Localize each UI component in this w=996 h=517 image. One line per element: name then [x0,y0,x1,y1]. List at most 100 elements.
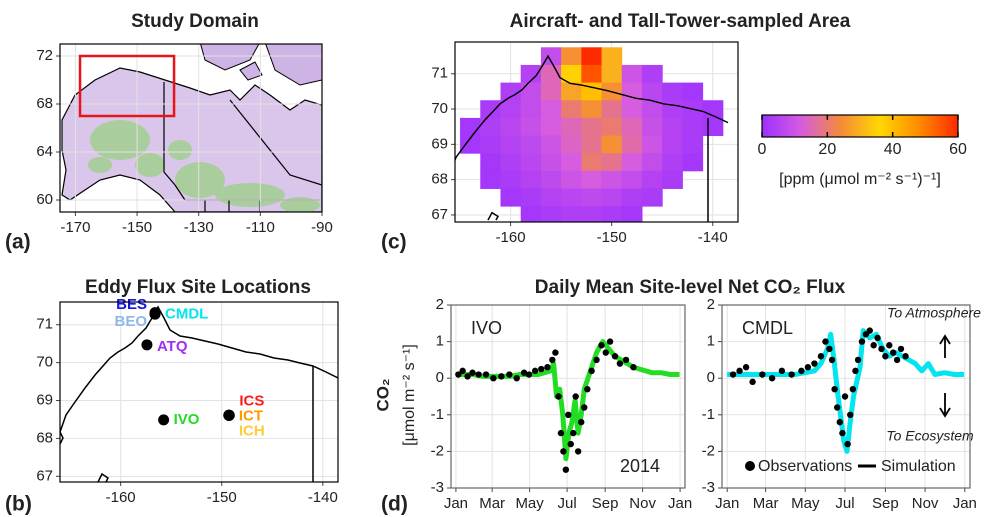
heat-cell [561,153,582,171]
heat-cell [581,171,602,189]
panel-title: Study Domain [131,11,259,32]
annotation: To Ecosystem [886,428,974,444]
heat-cell [581,47,602,65]
y-tick-label: 71 [431,65,448,82]
heat-cell [480,118,501,136]
observation-point [788,371,794,377]
figure: (a) (c) (b) (d) Study Domain Aircraft- a… [0,0,996,517]
heat-cell [662,118,683,136]
observation-point [736,368,742,374]
observation-point [581,404,587,410]
observation-point [886,342,892,348]
heat-cell [622,118,643,136]
observation-point [475,371,481,377]
observation-point [607,338,613,344]
observation-point [811,360,817,366]
heat-cell [500,118,521,136]
observation-point [759,371,765,377]
observation-point [902,353,908,359]
observation-point [834,404,840,410]
legend-label: Simulation [881,458,956,475]
y-axis-label: CO₂ [373,378,392,411]
panel-title: Eddy Flux Site Locations [85,277,311,298]
observation-point [593,357,599,363]
heat-cell [581,118,602,136]
site-name: IVO [471,318,502,338]
y-tick-label: -2 [431,442,444,459]
observation-point [469,370,475,376]
heat-cell [642,188,663,206]
heat-cell [622,153,643,171]
heat-cell [581,100,602,118]
heat-cell [682,136,703,154]
y-tick-label: 68 [36,429,53,446]
observation-point [826,346,832,352]
observation-point [568,441,574,447]
heat-cell [662,136,683,154]
colorbar-tick-label: 60 [949,141,967,158]
x-tick-label: May [791,495,820,512]
x-tick-label: -160 [106,489,136,506]
site-label: ATQ [157,338,188,355]
heat-cell [521,100,542,118]
site-label: BEO [115,313,148,330]
y-axis-units: [μmol m⁻² s⁻¹] [401,344,418,446]
heat-cell [622,188,643,206]
heat-cell [662,153,683,171]
observation-point [623,357,629,363]
observation-point [558,430,564,436]
heat-cell [480,171,501,189]
x-tick-label: Jan [668,495,692,512]
y-tick-label: 0 [707,369,715,386]
observation-point [874,335,880,341]
observation-point [598,342,604,348]
heat-cell [622,83,643,101]
heat-cell [703,118,724,136]
heat-cell [682,83,703,101]
colorbar-tick-label: 20 [818,141,836,158]
observation-point [588,368,594,374]
heat-cell [500,153,521,171]
observation-point [859,338,865,344]
observation-point [552,349,558,355]
heat-cell [682,153,703,171]
observation-point [532,368,538,374]
x-tick-label: Jan [444,495,468,512]
x-tick-label: Sep [872,495,899,512]
heat-cell [561,136,582,154]
site-marker [158,414,169,425]
y-tick-label: 60 [36,191,53,208]
heat-cell [521,83,542,101]
heat-cell [480,100,501,118]
y-tick-label: 0 [436,369,444,386]
observation-point [837,419,843,425]
y-tick-label: 2 [436,296,444,313]
observation-point [847,412,853,418]
panel-label: (d) [381,493,408,516]
heat-cell [500,188,521,206]
observation-point [831,386,837,392]
panel-title: Aircraft- and Tall-Tower-sampled Area [510,11,851,32]
heat-cell [541,118,562,136]
heat-cell [581,136,602,154]
x-tick-label: May [515,495,544,512]
observation-point [749,379,755,385]
heat-cell [622,65,643,83]
panel-title: Daily Mean Site-level Net CO₂ Flux [535,277,846,298]
heat-cell [521,118,542,136]
panel-label: (b) [5,493,32,516]
colorbar-label: [ppm (μmol m⁻² s⁻¹)⁻¹] [779,171,941,188]
x-tick-label: -140 [308,489,338,506]
heat-cell [541,188,562,206]
x-tick-label: -150 [207,489,237,506]
heat-cell [561,47,582,65]
observation-point [867,327,873,333]
y-tick-label: 68 [36,95,53,112]
x-tick-label: Nov [912,495,939,512]
x-tick-label: -130 [184,219,214,236]
heat-cell [561,100,582,118]
observation-point [538,366,544,372]
x-tick-label: Jul [557,495,576,512]
observation-point [584,386,590,392]
legend-label: Observations [758,458,852,475]
